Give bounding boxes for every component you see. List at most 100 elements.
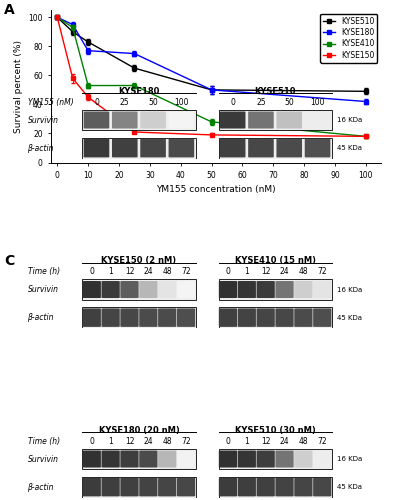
FancyBboxPatch shape — [177, 450, 195, 468]
Text: KYSE180: KYSE180 — [118, 86, 160, 96]
Text: A: A — [4, 2, 15, 16]
FancyBboxPatch shape — [101, 281, 120, 298]
Text: KYSE150 (2 nM): KYSE150 (2 nM) — [101, 256, 176, 265]
FancyBboxPatch shape — [139, 450, 158, 468]
Text: 0: 0 — [226, 437, 230, 446]
Text: 12: 12 — [261, 268, 270, 276]
FancyBboxPatch shape — [139, 478, 158, 496]
Y-axis label: Survival percent (%): Survival percent (%) — [14, 40, 23, 132]
FancyBboxPatch shape — [313, 478, 331, 496]
Text: 24: 24 — [143, 268, 153, 276]
FancyBboxPatch shape — [83, 281, 101, 298]
Text: 24: 24 — [280, 437, 289, 446]
FancyBboxPatch shape — [177, 281, 195, 298]
Text: 12: 12 — [125, 268, 134, 276]
FancyBboxPatch shape — [169, 139, 194, 158]
Text: 24: 24 — [280, 268, 289, 276]
Text: 100: 100 — [174, 98, 189, 107]
FancyBboxPatch shape — [275, 308, 294, 327]
Text: 16 KDa: 16 KDa — [337, 286, 362, 292]
Bar — [219, 448, 332, 469]
FancyBboxPatch shape — [294, 478, 312, 496]
Text: 25: 25 — [256, 98, 266, 107]
Bar — [83, 308, 196, 328]
Text: β-actin: β-actin — [28, 313, 54, 322]
Text: β-actin: β-actin — [28, 482, 54, 492]
FancyBboxPatch shape — [238, 450, 256, 468]
X-axis label: YM155 concentration (nM): YM155 concentration (nM) — [156, 186, 276, 194]
FancyBboxPatch shape — [120, 450, 139, 468]
Text: 25: 25 — [120, 98, 130, 107]
Bar — [219, 279, 332, 300]
Text: 1: 1 — [244, 437, 249, 446]
FancyBboxPatch shape — [112, 112, 138, 128]
Bar — [219, 110, 332, 130]
FancyBboxPatch shape — [169, 112, 194, 128]
Text: 48: 48 — [299, 268, 308, 276]
FancyBboxPatch shape — [139, 308, 158, 327]
Legend: KYSE510, KYSE180, KYSE410, KYSE150: KYSE510, KYSE180, KYSE410, KYSE150 — [320, 14, 377, 63]
Bar — [83, 279, 196, 300]
Text: 0: 0 — [226, 268, 230, 276]
Text: Time (h): Time (h) — [28, 268, 60, 276]
Text: Survivin: Survivin — [28, 454, 59, 464]
Text: 1: 1 — [108, 437, 113, 446]
Text: β-actin: β-actin — [28, 144, 54, 152]
FancyBboxPatch shape — [313, 308, 331, 327]
Text: 72: 72 — [318, 268, 327, 276]
FancyBboxPatch shape — [219, 478, 237, 496]
Bar — [83, 110, 196, 130]
FancyBboxPatch shape — [248, 139, 274, 158]
Text: KYSE410 (15 nM): KYSE410 (15 nM) — [235, 256, 316, 265]
FancyBboxPatch shape — [238, 478, 256, 496]
Text: KYSE510 (30 nM): KYSE510 (30 nM) — [235, 426, 316, 434]
Text: 72: 72 — [181, 437, 191, 446]
FancyBboxPatch shape — [238, 281, 256, 298]
FancyBboxPatch shape — [248, 112, 274, 128]
FancyBboxPatch shape — [158, 281, 176, 298]
Text: 1: 1 — [108, 268, 113, 276]
Text: 0: 0 — [230, 98, 235, 107]
Text: 16 KDa: 16 KDa — [337, 117, 362, 123]
Text: Survivin: Survivin — [28, 285, 59, 294]
Bar — [83, 448, 196, 469]
FancyBboxPatch shape — [112, 139, 138, 158]
FancyBboxPatch shape — [120, 308, 139, 327]
Text: 45 KDa: 45 KDa — [337, 314, 362, 320]
Text: 1: 1 — [244, 268, 249, 276]
FancyBboxPatch shape — [219, 450, 237, 468]
FancyBboxPatch shape — [139, 281, 158, 298]
FancyBboxPatch shape — [276, 112, 302, 128]
Text: 100: 100 — [310, 98, 325, 107]
Text: 12: 12 — [261, 437, 270, 446]
FancyBboxPatch shape — [294, 281, 312, 298]
FancyBboxPatch shape — [219, 308, 237, 327]
FancyBboxPatch shape — [83, 308, 101, 327]
Text: Survivin: Survivin — [28, 116, 59, 124]
FancyBboxPatch shape — [83, 450, 101, 468]
FancyBboxPatch shape — [257, 450, 275, 468]
Bar — [83, 477, 196, 498]
FancyBboxPatch shape — [101, 478, 120, 496]
Bar — [219, 308, 332, 328]
Text: 45 KDa: 45 KDa — [337, 484, 362, 490]
Text: 72: 72 — [181, 268, 191, 276]
FancyBboxPatch shape — [220, 139, 246, 158]
FancyBboxPatch shape — [158, 308, 176, 327]
FancyBboxPatch shape — [84, 112, 109, 128]
FancyBboxPatch shape — [177, 308, 195, 327]
FancyBboxPatch shape — [158, 450, 176, 468]
FancyBboxPatch shape — [305, 112, 331, 128]
Text: KYSE510: KYSE510 — [254, 86, 296, 96]
FancyBboxPatch shape — [313, 281, 331, 298]
FancyBboxPatch shape — [220, 112, 246, 128]
FancyBboxPatch shape — [294, 308, 312, 327]
Text: 16 KDa: 16 KDa — [337, 456, 362, 462]
Text: KYSE180 (20 nM): KYSE180 (20 nM) — [99, 426, 179, 434]
Text: 0: 0 — [94, 98, 99, 107]
Text: 0: 0 — [89, 268, 94, 276]
FancyBboxPatch shape — [294, 450, 312, 468]
Text: 48: 48 — [299, 437, 308, 446]
Text: 24: 24 — [143, 437, 153, 446]
FancyBboxPatch shape — [275, 478, 294, 496]
